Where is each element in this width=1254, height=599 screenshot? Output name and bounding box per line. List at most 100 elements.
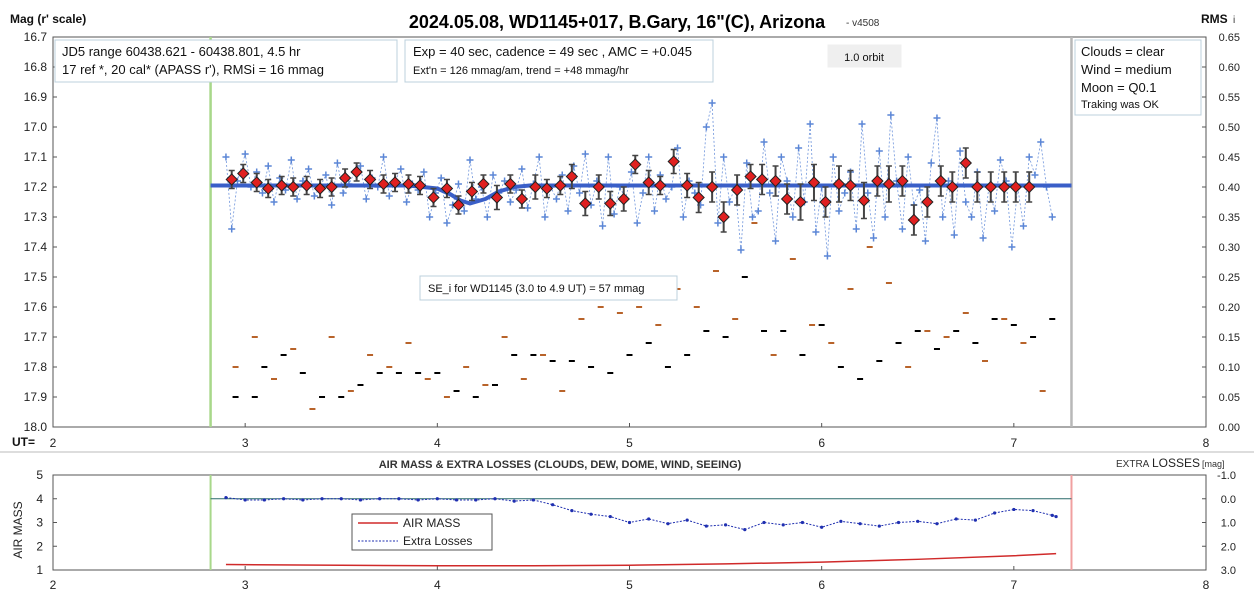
- raw-point: [852, 225, 860, 233]
- extra-losses-point: [627, 520, 632, 525]
- top-x-tick-label: 2: [50, 436, 57, 450]
- top-x-ticks: 2 3 4 5 6 7 8: [50, 423, 1210, 450]
- binned-point: [896, 174, 909, 188]
- top-y-tick-label: 16.9: [24, 90, 48, 104]
- binned-point: [744, 170, 757, 183]
- extra-losses-point: [954, 517, 958, 521]
- extra-losses-point: [666, 522, 670, 526]
- raw-point: [662, 195, 670, 203]
- binned-point: [275, 179, 288, 192]
- raw-point: [674, 144, 682, 152]
- raw-point: [403, 198, 411, 206]
- binned-point: [921, 195, 934, 209]
- top-x-axis-label: UT=: [12, 435, 35, 449]
- bottom-x-tick-label: 5: [626, 578, 633, 592]
- binned-point: [680, 179, 694, 192]
- raw-point: [604, 153, 612, 161]
- extra-losses-point: [781, 523, 785, 527]
- binned-point: [769, 174, 782, 188]
- raw-point: [858, 120, 866, 128]
- se-label: SE_i for WD1145 (3.0 to 4.9 UT) = 57 mma…: [428, 283, 645, 295]
- top-y2-tick-label: 0.00: [1219, 422, 1240, 434]
- raw-point: [1008, 243, 1016, 251]
- binned-point: [871, 174, 884, 188]
- raw-point: [898, 225, 906, 233]
- binned-point: [998, 180, 1011, 194]
- binned-point: [717, 210, 730, 224]
- top-y-tick-label: 17.0: [24, 120, 48, 134]
- binned-point: [629, 158, 642, 171]
- extra-losses-point: [1054, 514, 1058, 519]
- raw-point: [270, 198, 278, 206]
- raw-point: [437, 174, 445, 182]
- binned-point: [934, 174, 948, 188]
- raw-point: [829, 153, 837, 161]
- raw-point: [639, 189, 647, 197]
- binned-point: [807, 176, 821, 189]
- top-y-tick-label: 17.7: [24, 330, 48, 344]
- binned-point: [1009, 180, 1022, 194]
- raw-point: [460, 207, 468, 215]
- raw-point: [385, 192, 393, 200]
- extra-losses-point: [262, 498, 266, 502]
- raw-point: [968, 213, 976, 221]
- raw-point: [760, 138, 768, 146]
- raw-point: [564, 207, 572, 215]
- raw-point: [835, 207, 843, 215]
- raw-point: [766, 189, 774, 197]
- binned-point: [946, 180, 959, 194]
- raw-point: [241, 150, 249, 158]
- extra-losses-point: [896, 520, 901, 525]
- exposure-box: Exp = 40 sec, cadence = 49 sec , AMC = +…: [404, 39, 714, 83]
- raw-point: [293, 195, 301, 203]
- top-y2-tick-label: 0.20: [1219, 302, 1240, 314]
- binned-point: [504, 177, 517, 191]
- binned-point: [984, 180, 997, 194]
- binned-point: [1023, 180, 1036, 194]
- raw-point: [328, 201, 336, 209]
- raw-point: [962, 198, 970, 206]
- extra-losses-point: [493, 497, 497, 501]
- raw-point: [420, 168, 428, 176]
- binned-point: [654, 179, 667, 192]
- raw-point: [380, 153, 388, 161]
- top-y2-tick-label: 0.25: [1219, 272, 1240, 284]
- raw-point: [991, 207, 999, 215]
- extra-losses-point: [474, 498, 478, 502]
- top-x-tick-label: 8: [1203, 436, 1210, 450]
- top-y2-axis-label: RMS: [1201, 12, 1228, 26]
- extra-losses-point: [1012, 507, 1016, 512]
- binned-point: [730, 183, 744, 197]
- exposure-line1: Exp = 40 sec, cadence = 49 sec , AMC = +…: [413, 44, 692, 59]
- binned-point: [554, 179, 567, 192]
- raw-point: [333, 159, 341, 167]
- raw-point: [305, 165, 313, 173]
- raw-point: [754, 207, 762, 215]
- raw-point: [789, 213, 797, 221]
- bottom-y-tick-label: 5: [36, 468, 43, 482]
- bottom-x-tick-label: 8: [1203, 578, 1210, 592]
- extra-losses-point: [839, 519, 843, 523]
- bottom-y-tick-label: 4: [36, 492, 43, 506]
- bottom-y-ticks: 5 4 3 2 1: [36, 468, 57, 577]
- extra-losses-point: [320, 497, 324, 501]
- raw-point: [725, 198, 733, 206]
- raw-point: [956, 147, 964, 155]
- top-x-tick-label: 4: [434, 436, 441, 450]
- binned-point: [300, 179, 313, 192]
- raw-point: [541, 213, 549, 221]
- raw-point: [795, 144, 803, 152]
- extra-losses-point: [723, 523, 728, 527]
- top-y-tick-label: 17.5: [24, 270, 48, 284]
- binned-point: [882, 177, 896, 191]
- binned-point: [402, 177, 415, 191]
- exposure-line2: Ext'n = 126 mmag/am, trend = +48 mmag/hr: [413, 65, 629, 77]
- extra-losses-point: [570, 509, 574, 513]
- conditions-wind: Wind = medium: [1081, 62, 1172, 77]
- raw-point: [535, 153, 543, 161]
- raw-point: [864, 189, 872, 197]
- binned-point: [377, 177, 390, 191]
- extra-losses-point: [743, 528, 747, 532]
- bottom-y-tick-label: 2: [36, 539, 43, 553]
- extra-losses-point: [858, 522, 862, 526]
